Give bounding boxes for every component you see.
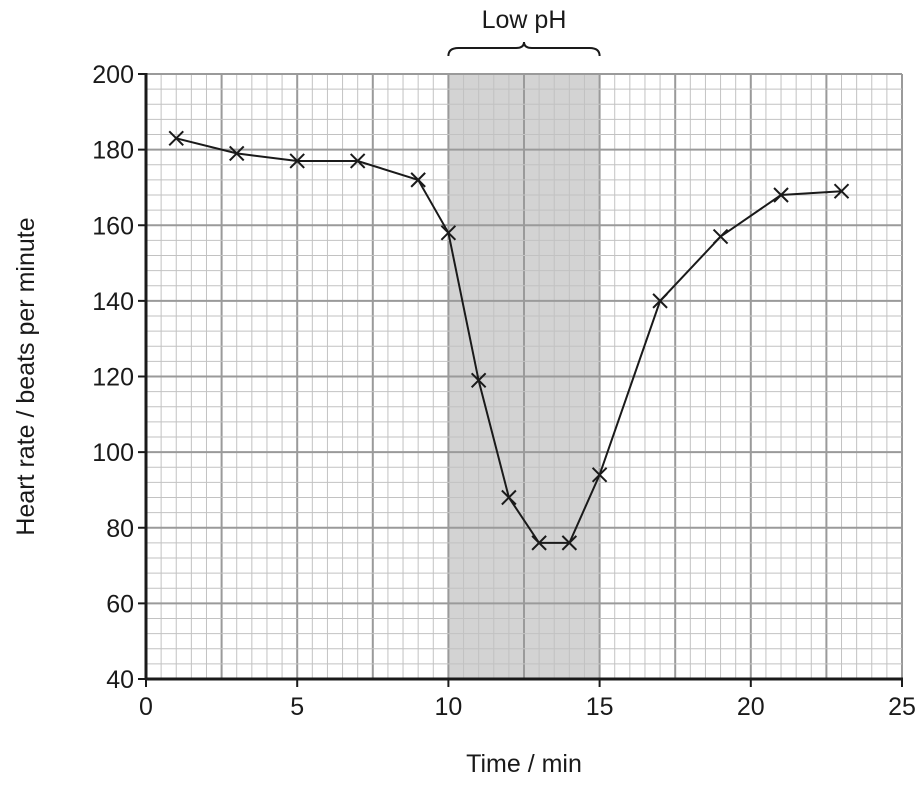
x-tick-label: 20 (737, 693, 765, 721)
x-tick-label: 15 (586, 693, 614, 721)
y-tick-label: 60 (106, 590, 134, 618)
data-point-marker (591, 467, 608, 483)
data-point-marker (470, 372, 487, 388)
marker-stroke (833, 183, 850, 199)
y-tick-label: 120 (92, 364, 134, 392)
y-tick-label: 140 (92, 288, 134, 316)
low-ph-brace (447, 41, 601, 57)
marker-stroke (652, 293, 668, 309)
marker-stroke (349, 153, 366, 169)
marker-stroke (229, 145, 245, 162)
tick-labels: 0 5 10 15 20 25 40 60 80 100 120 140 160 180 200 (92, 61, 916, 721)
y-tick-label: 160 (92, 212, 134, 240)
data-point-marker (501, 489, 517, 506)
marker-stroke (470, 372, 487, 388)
marker-stroke (773, 187, 789, 203)
series-layer (168, 130, 850, 551)
x-tick-label: 0 (139, 693, 153, 721)
data-point-marker (349, 153, 366, 169)
x-tick-label: 5 (290, 693, 304, 721)
marker-stroke (531, 535, 547, 551)
marker-stroke (168, 130, 184, 146)
marker-stroke (712, 228, 729, 245)
marker-stroke (440, 225, 457, 241)
x-tick-label: 10 (434, 693, 462, 721)
marker-stroke (561, 535, 578, 551)
y-tick-label: 200 (92, 61, 134, 89)
data-point-marker (561, 535, 578, 551)
data-point-marker (410, 172, 426, 188)
low-ph-label: Low pH (482, 6, 567, 34)
y-tick-label: 100 (92, 439, 134, 467)
data-point-marker (652, 293, 668, 309)
data-point-marker (773, 187, 789, 203)
y-tick-label: 180 (92, 137, 134, 165)
marker-stroke (591, 467, 608, 483)
data-point-marker (531, 535, 547, 551)
x-tick-label: 25 (888, 693, 916, 721)
marker-stroke (501, 489, 517, 506)
x-axis-title: Time / min (466, 750, 582, 778)
y-tick-label: 40 (106, 666, 134, 694)
y-tick-label: 80 (106, 515, 134, 543)
data-point-marker (289, 153, 305, 169)
data-point-marker (712, 228, 729, 245)
marker-stroke (289, 153, 305, 169)
data-point-marker (440, 225, 457, 241)
data-point-marker (833, 183, 850, 199)
data-point-marker (229, 145, 245, 162)
marker-stroke (410, 172, 426, 188)
y-axis-title: Heart rate / beats per minute (12, 217, 40, 535)
data-point-marker (168, 130, 184, 146)
grid (145, 73, 903, 680)
